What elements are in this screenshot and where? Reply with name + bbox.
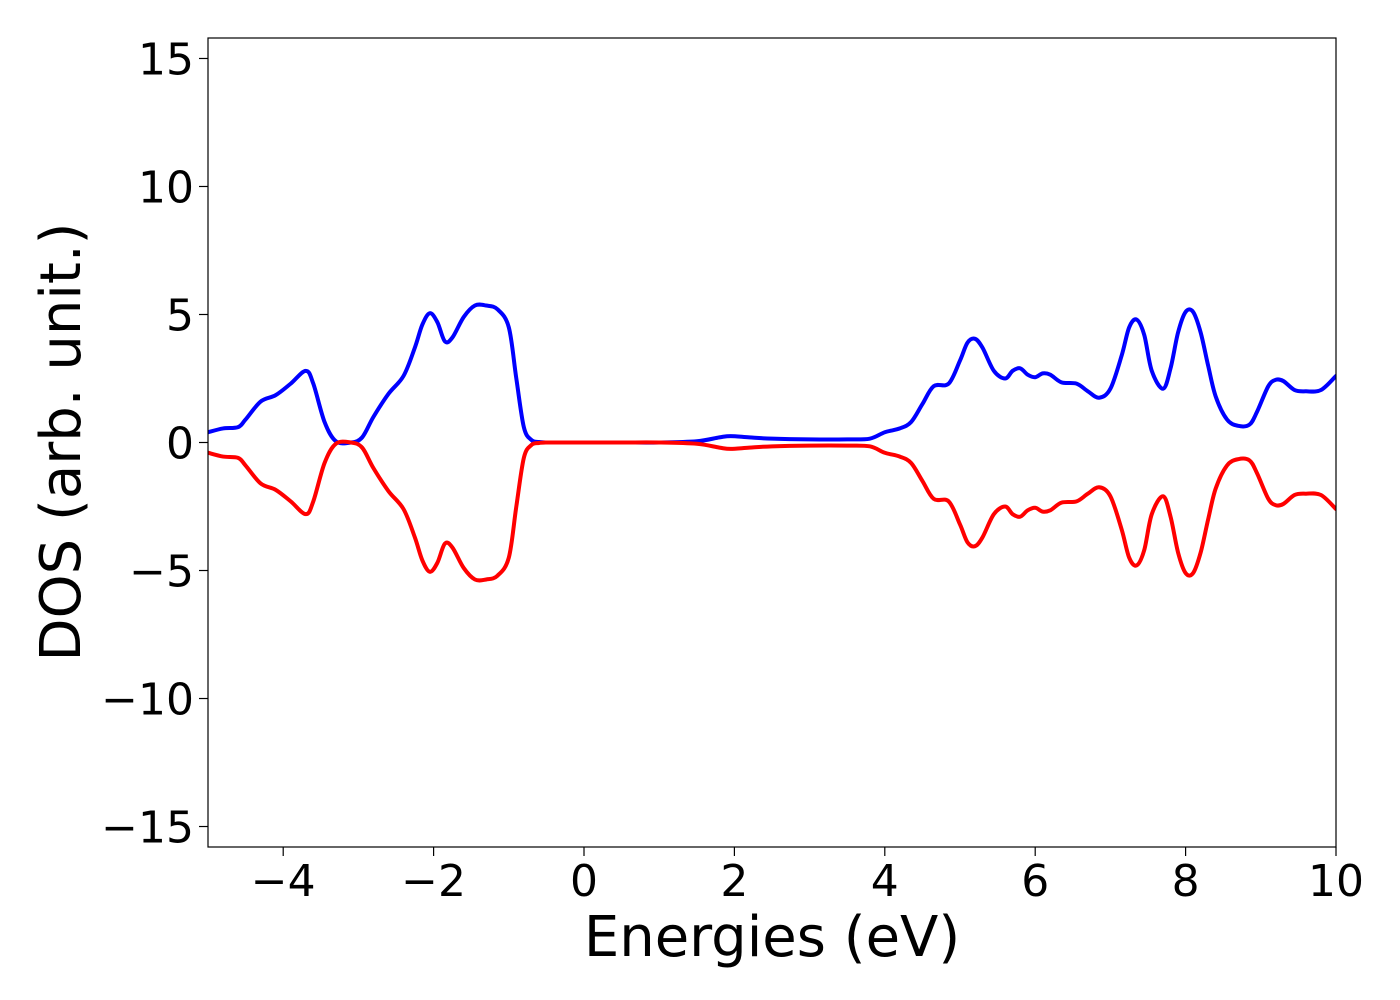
x-tick-label: −2 (401, 856, 466, 907)
series-layer (208, 302, 1336, 583)
x-tick-label: 4 (871, 856, 899, 907)
x-tick-label: 0 (570, 856, 598, 907)
x-axis-ticks: −4 −2 0 2 4 6 8 10 (251, 847, 1364, 907)
x-axis-label: Energies (eV) (584, 905, 960, 970)
y-tick-label: 15 (138, 34, 194, 85)
y-tick-label: −5 (129, 547, 194, 598)
x-tick-label: 10 (1308, 856, 1364, 907)
x-tick-label: 6 (1021, 856, 1049, 907)
y-axis-ticks: 15 10 5 0 −5 −10 −15 (101, 34, 208, 854)
y-tick-label: 5 (166, 290, 194, 341)
y-tick-label: 0 (166, 419, 194, 470)
series-line-blue (208, 302, 1336, 446)
series-line-red (208, 439, 1336, 583)
y-tick-label: −15 (101, 803, 194, 854)
y-tick-label: 10 (138, 162, 194, 213)
x-tick-label: 2 (720, 856, 748, 907)
plot-area-background (208, 38, 1336, 847)
x-tick-label: −4 (251, 856, 316, 907)
y-axis-label: DOS (arb. unit.) (29, 222, 94, 661)
x-tick-label: 8 (1172, 856, 1200, 907)
y-tick-label: −10 (101, 675, 194, 726)
